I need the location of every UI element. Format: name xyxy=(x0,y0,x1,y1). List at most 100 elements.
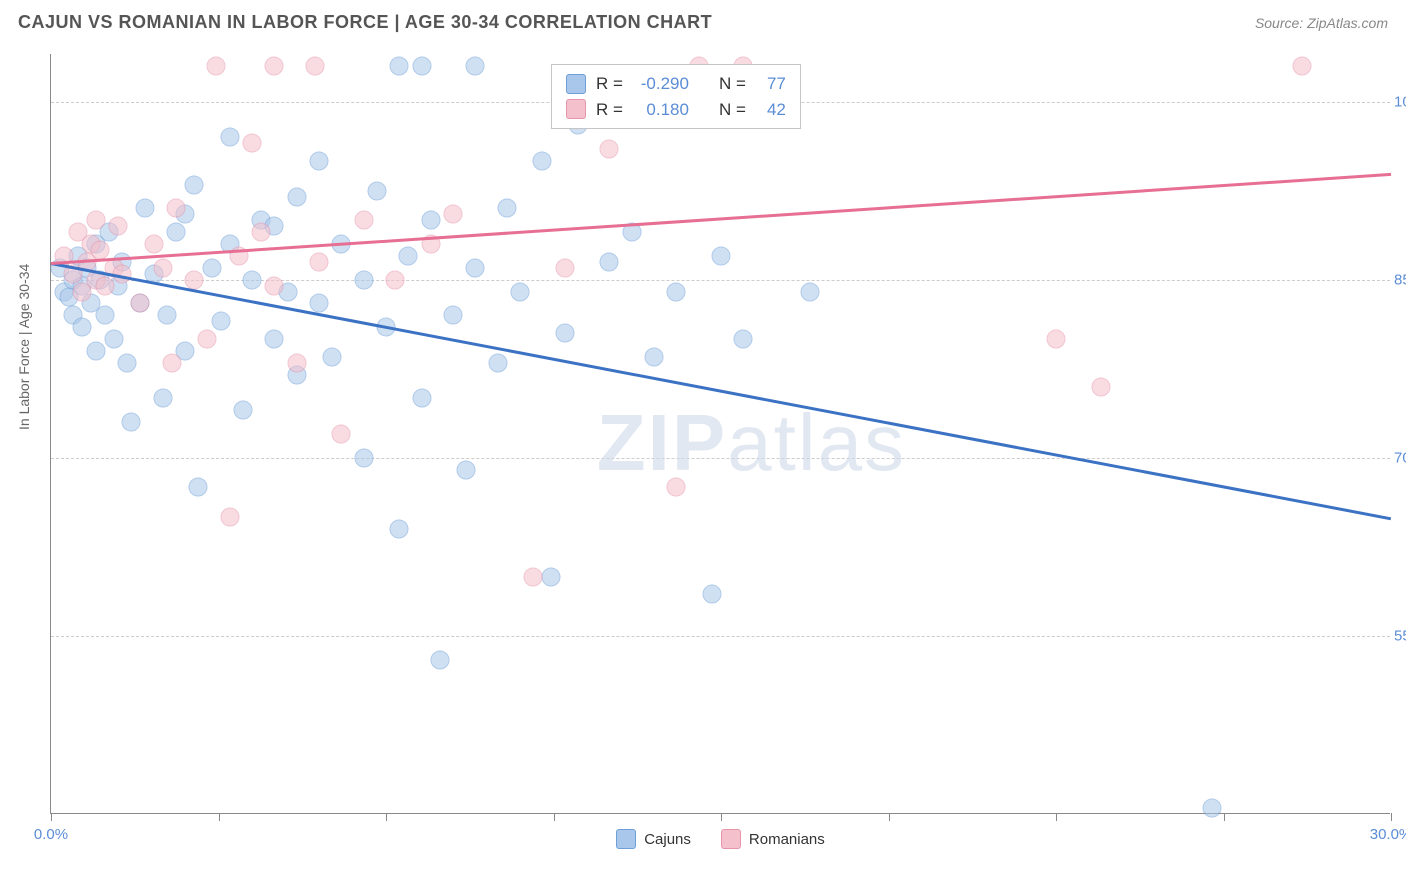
cajun-point xyxy=(421,211,440,230)
romanian-point xyxy=(251,223,270,242)
cajun-point xyxy=(122,413,141,432)
cajun-point xyxy=(542,567,561,586)
romanian-point xyxy=(91,240,110,259)
x-tick xyxy=(1224,813,1225,821)
chart-plot-area: ZIPatlas R =-0.290N =77R =0.180N =42 Caj… xyxy=(50,54,1390,814)
cajun-point xyxy=(444,306,463,325)
cajun-point xyxy=(243,270,262,289)
cajun-point xyxy=(354,270,373,289)
romanian-point xyxy=(667,478,686,497)
r-value: -0.290 xyxy=(633,71,689,97)
romanian-point xyxy=(1091,377,1110,396)
cajun-point xyxy=(1203,799,1222,818)
cajun-point xyxy=(265,330,284,349)
legend-label: Romanians xyxy=(749,831,825,848)
cajun-point xyxy=(153,389,172,408)
gridline xyxy=(51,458,1390,459)
romanian-point xyxy=(1292,56,1311,75)
romanian-point xyxy=(310,252,329,271)
r-label: R = xyxy=(596,97,623,123)
cajun-point xyxy=(399,246,418,265)
romanian-point xyxy=(265,56,284,75)
cajun-point xyxy=(287,187,306,206)
n-value: 77 xyxy=(756,71,786,97)
x-tick xyxy=(219,813,220,821)
cajun-point xyxy=(712,246,731,265)
romanian-point xyxy=(287,353,306,372)
cajun-point xyxy=(734,330,753,349)
x-tick xyxy=(554,813,555,821)
cajun-point xyxy=(234,401,253,420)
romanian-point xyxy=(86,211,105,230)
series-legend: CajunsRomanians xyxy=(51,829,1390,849)
cajun-swatch-icon xyxy=(616,829,636,849)
gridline xyxy=(51,636,1390,637)
r-label: R = xyxy=(596,71,623,97)
y-axis-label: In Labor Force | Age 30-34 xyxy=(16,264,32,430)
cajun-point xyxy=(220,128,239,147)
romanian-point xyxy=(95,276,114,295)
cajun-point xyxy=(117,353,136,372)
cajun-point xyxy=(310,151,329,170)
correlation-legend: R = -0.290 N = 77 R = 0.180 N = 42 xyxy=(551,64,801,129)
romanian-point xyxy=(555,258,574,277)
romanian-point xyxy=(305,56,324,75)
romanian-point xyxy=(131,294,150,313)
romanian-point xyxy=(1047,330,1066,349)
x-tick xyxy=(386,813,387,821)
cajun-point xyxy=(511,282,530,301)
cajun-point xyxy=(801,282,820,301)
watermark: ZIPatlas xyxy=(597,397,906,489)
cajun-point xyxy=(354,448,373,467)
y-tick-label: 85.0% xyxy=(1394,271,1406,288)
x-tick xyxy=(889,813,890,821)
cajun-point xyxy=(310,294,329,313)
cajun-point xyxy=(104,330,123,349)
y-tick-label: 55.0% xyxy=(1394,627,1406,644)
cajun-point xyxy=(488,353,507,372)
cajun-point xyxy=(368,181,387,200)
cajun-point xyxy=(457,460,476,479)
romanian-point xyxy=(265,276,284,295)
cajun-point xyxy=(135,199,154,218)
romanian-point xyxy=(220,508,239,527)
romanian-point xyxy=(524,567,543,586)
cajun-point xyxy=(645,347,664,366)
chart-title: CAJUN VS ROMANIAN IN LABOR FORCE | AGE 3… xyxy=(18,12,712,33)
x-tick xyxy=(1056,813,1057,821)
cajun-point xyxy=(466,56,485,75)
legend-stats-row-cajun: R = -0.290 N = 77 xyxy=(566,71,786,97)
romanian-point xyxy=(243,134,262,153)
romanian-point xyxy=(444,205,463,224)
romanian-point xyxy=(153,258,172,277)
n-value: 42 xyxy=(756,97,786,123)
x-tick xyxy=(1391,813,1392,821)
romanian-point xyxy=(354,211,373,230)
cajun-point xyxy=(412,56,431,75)
cajun-point xyxy=(158,306,177,325)
cajun-point xyxy=(390,520,409,539)
y-tick-label: 70.0% xyxy=(1394,449,1406,466)
r-value: 0.180 xyxy=(633,97,689,123)
cajun-trendline xyxy=(51,262,1391,520)
n-label: N = xyxy=(719,97,746,123)
cajun-point xyxy=(323,347,342,366)
romanian-point xyxy=(198,330,217,349)
cajun-point xyxy=(189,478,208,497)
n-label: N = xyxy=(719,71,746,97)
cajun-point xyxy=(466,258,485,277)
romanian-point xyxy=(600,140,619,159)
cajun-point xyxy=(555,324,574,343)
legend-item-romanian: Romanians xyxy=(721,829,825,849)
romanian-swatch-icon xyxy=(566,99,586,119)
cajun-point xyxy=(184,175,203,194)
cajun-point xyxy=(390,56,409,75)
x-tick-label: 30.0% xyxy=(1370,826,1406,843)
romanian-point xyxy=(385,270,404,289)
romanian-swatch-icon xyxy=(721,829,741,849)
romanian-point xyxy=(207,56,226,75)
chart-source: Source: ZipAtlas.com xyxy=(1255,15,1388,31)
romanian-point xyxy=(184,270,203,289)
cajun-point xyxy=(667,282,686,301)
cajun-point xyxy=(533,151,552,170)
